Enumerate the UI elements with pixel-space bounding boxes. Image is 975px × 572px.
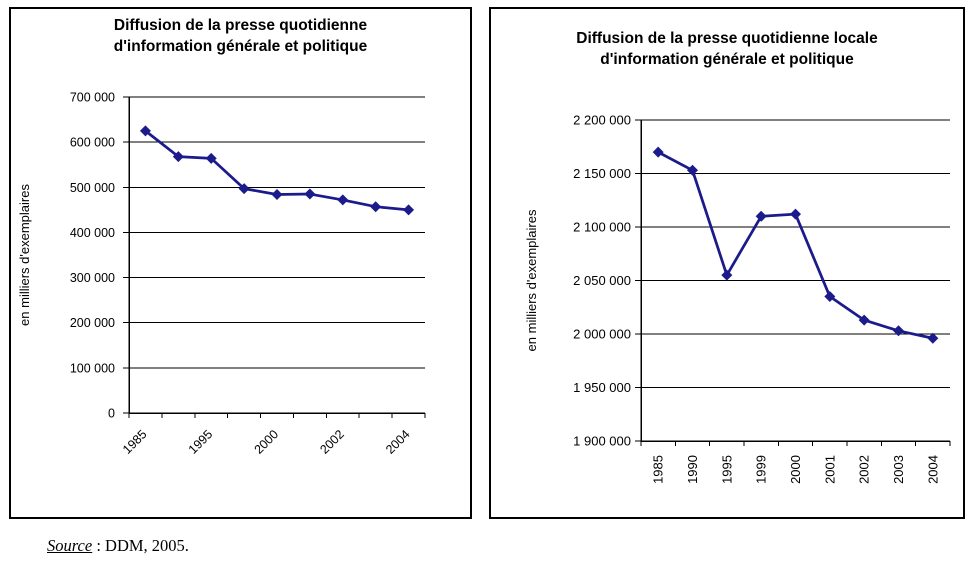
y-tick-label: 2 100 000 [573,220,631,235]
y-tick-label: 2 200 000 [573,113,631,128]
x-tick-label: 2000 [788,455,803,484]
data-point-marker [755,210,767,222]
series-line [657,150,934,340]
source-note: Source : DDM, 2005. [47,536,189,556]
y-tick-label: 700 000 [70,91,115,105]
data-point-marker [652,146,664,158]
x-tick-label: 2004 [383,427,413,457]
y-tick-label: 100 000 [70,361,115,375]
y-tick-label: 2 150 000 [573,166,631,181]
y-tick-label: 200 000 [70,316,115,330]
x-tick-label: 2002 [857,455,872,484]
x-tick-label: 1985 [651,455,666,484]
chart-title-local: Diffusion de la presse quotidienne local… [491,28,963,70]
data-point-marker [205,152,217,164]
data-point-marker [721,269,733,281]
x-tick-label: 1999 [754,455,769,484]
chart-title-line: d'information générale et politique [113,38,368,55]
data-point-marker [858,314,870,326]
data-point-marker [139,125,151,137]
y-axis-title: en milliers d'exemplaires [524,209,539,351]
x-tick-label: 2004 [925,455,940,484]
y-tick-label: 300 000 [70,271,115,285]
y-tick-label: 2 000 000 [573,327,631,342]
x-tick-label: 2000 [252,427,282,457]
line-chart-national: 0 100 000 200 000 300 000 400 000 500 000 600 … [17,91,426,457]
x-tick-label: 2003 [891,455,906,484]
x-tick-label: 1995 [719,455,734,484]
y-tick-label: 1 950 000 [573,380,631,395]
chart-title-line: Diffusion de la presse quotidienne local… [576,30,878,47]
x-tick-label: 1990 [685,455,700,484]
y-tick-label: 500 000 [70,181,115,195]
y-tick-label: 1 900 000 [573,434,631,449]
x-tick-label: 2002 [317,427,347,457]
y-tick-label: 0 [108,407,115,421]
x-tick-label: 1985 [120,427,150,457]
data-point-marker [271,189,283,201]
data-point-marker [403,204,415,216]
line-chart-local: 1 900 000 1 950 000 2 000 000 2 050 000 2 10… [524,113,951,484]
source-word: Source [47,536,93,555]
source-rest: : DDM, 2005. [92,536,189,555]
chart-title-national: Diffusion de la presse quotidienne d'inf… [11,15,470,57]
y-tick-label: 600 000 [70,136,115,150]
data-point-marker [824,291,836,303]
data-point-marker [893,325,904,337]
chart-panel-national: Diffusion de la presse quotidienne d'inf… [9,7,472,519]
data-point-marker [304,188,316,200]
chart-panel-local: Diffusion de la presse quotidienne local… [489,7,965,519]
data-point-marker [238,183,250,195]
data-point-marker [790,208,801,220]
data-point-marker [370,201,382,213]
y-tick-label: 400 000 [70,226,115,240]
x-tick-label: 2001 [822,455,837,484]
data-point-marker [337,194,349,206]
data-point-marker [172,151,184,163]
data-point-marker [927,332,939,344]
y-axis-title: en milliers d'exemplaires [17,184,32,326]
chart-title-line: Diffusion de la presse quotidienne [113,17,368,34]
chart-title-line: d'information générale et politique [600,51,854,68]
y-tick-label: 2 050 000 [573,273,631,288]
x-tick-label: 1995 [186,427,216,457]
data-point-marker [687,164,698,176]
